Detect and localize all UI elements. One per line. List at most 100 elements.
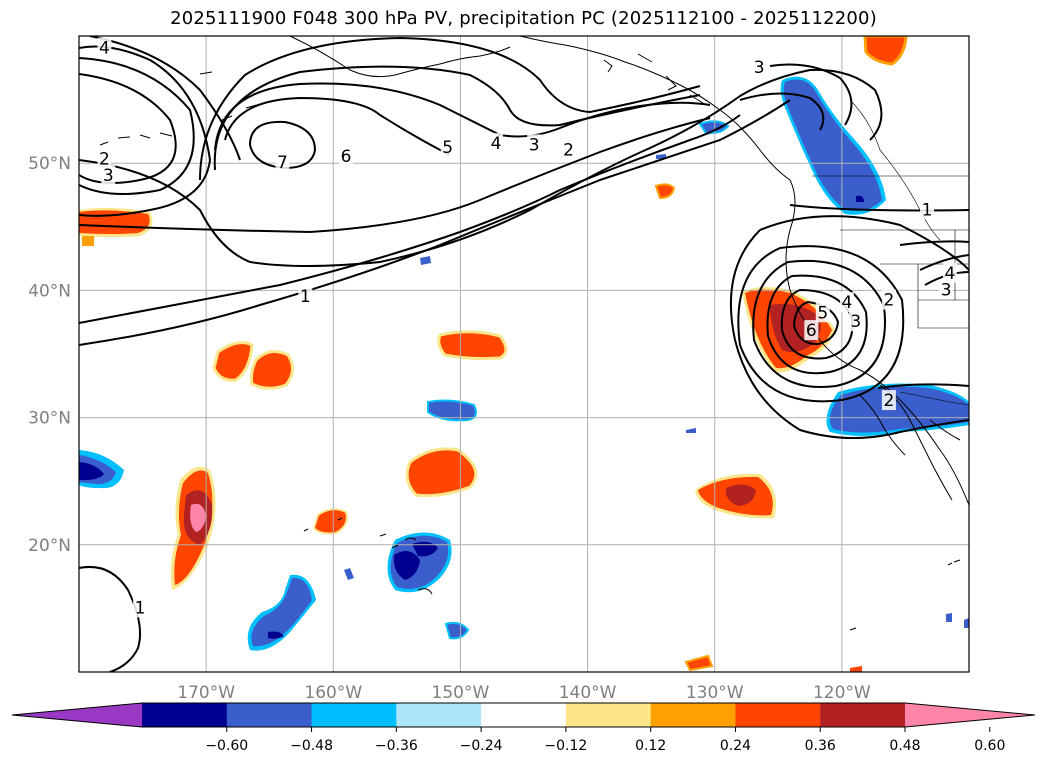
colorbar-tick-label: 0.36 bbox=[805, 738, 836, 754]
colorbar-segment bbox=[735, 703, 821, 727]
precip-area-negative bbox=[946, 613, 952, 622]
latitude-labels: 50°N 40°N 30°N 20°N bbox=[28, 154, 71, 556]
hawaii-islands bbox=[379, 533, 433, 595]
colorbar-outline bbox=[11, 702, 1036, 728]
contour-label-bg bbox=[881, 289, 896, 310]
pv-contour-1 bbox=[759, 215, 969, 271]
pv-contour bbox=[79, 45, 212, 217]
contour-label-bg bbox=[804, 320, 819, 341]
lon-tick-label: 160°W bbox=[304, 683, 362, 703]
contour-label-bg bbox=[815, 302, 830, 323]
lon-tick-label: 170°W bbox=[177, 683, 235, 703]
contour-label-bg bbox=[942, 262, 957, 283]
pv-contour-3 bbox=[752, 260, 886, 388]
contour-label-bg bbox=[527, 134, 542, 155]
colorbar-tick-label: 0.12 bbox=[635, 738, 666, 754]
colorbar-segment bbox=[820, 703, 906, 727]
pv-contour-3 bbox=[919, 254, 969, 271]
pv-contour-6 bbox=[792, 300, 840, 346]
colorbar-tick-label: −0.24 bbox=[460, 738, 503, 754]
pv-contour-label: 3 bbox=[529, 135, 540, 155]
pv-contour-label: 2 bbox=[883, 291, 894, 311]
state-border bbox=[840, 229, 969, 329]
colorbar-segment bbox=[565, 703, 652, 727]
colorbar-tick-label: −0.12 bbox=[544, 738, 587, 754]
pv-contour-6 bbox=[224, 96, 451, 156]
precip-area-negative bbox=[698, 120, 730, 135]
contour-label-bg bbox=[298, 285, 313, 306]
contour-label-bg bbox=[97, 148, 112, 169]
pv-contour-label: 5 bbox=[817, 303, 828, 323]
pv-contour-2 bbox=[877, 383, 969, 389]
contour-label-bg bbox=[101, 164, 116, 185]
pv-contour-1 bbox=[79, 566, 141, 672]
precip-area-positive bbox=[437, 330, 508, 361]
province-border bbox=[849, 99, 941, 241]
pv-contour bbox=[79, 57, 195, 195]
alaska-coast bbox=[289, 36, 441, 78]
pv-contour-3 bbox=[199, 36, 701, 181]
pv-contour-2 bbox=[739, 92, 825, 131]
pv-contour-2 bbox=[737, 245, 905, 403]
pv-contour-4 bbox=[766, 274, 868, 375]
pv-contour-label: 6 bbox=[806, 321, 817, 341]
pv-contour-1 bbox=[789, 204, 969, 212]
pv-contour-label: 4 bbox=[945, 264, 956, 284]
alaska-coast bbox=[439, 46, 511, 65]
precip-area-positive bbox=[212, 341, 254, 382]
lat-tick-label: 40°N bbox=[28, 281, 71, 301]
precip-area-positive bbox=[405, 447, 478, 498]
lon-tick-label: 150°W bbox=[432, 683, 490, 703]
pv-contour-1 bbox=[79, 99, 791, 346]
pv-contour-label: 3 bbox=[754, 58, 765, 78]
pv-contour-2 bbox=[899, 240, 969, 246]
pv-contour-4 bbox=[213, 65, 701, 171]
baja-coast bbox=[879, 384, 953, 501]
pv-contour-1 bbox=[79, 114, 741, 324]
pv-contour-label: 4 bbox=[99, 39, 110, 59]
precip-area-positive bbox=[695, 473, 777, 519]
colorbar-segment bbox=[396, 703, 482, 727]
pv-contour-label: 4 bbox=[491, 134, 502, 154]
precip-area-positive bbox=[250, 349, 294, 390]
pv-contour-label: 3 bbox=[103, 166, 114, 186]
pv-contour-label: 2 bbox=[883, 391, 894, 411]
pv-contours bbox=[79, 36, 969, 672]
lat-tick-label: 30°N bbox=[28, 409, 71, 429]
pv-contour-label: 3 bbox=[941, 280, 952, 300]
pv-contour-label: 5 bbox=[442, 138, 453, 158]
colorbar-segment bbox=[481, 703, 567, 727]
lon-tick-label: 130°W bbox=[686, 683, 744, 703]
colorbar: −0.60 −0.48 −0.36 −0.24 −0.12 0.12 0.24 0.36 0.4… bbox=[11, 702, 1036, 754]
precip-area-negative bbox=[387, 532, 452, 593]
colorbar-segment bbox=[650, 703, 736, 727]
precip-area-negative bbox=[780, 76, 886, 215]
pv-contour-1 bbox=[729, 229, 969, 440]
colorbar-extend-low bbox=[12, 703, 142, 727]
pv-contour-label: 7 bbox=[277, 153, 288, 173]
contour-label-bg bbox=[489, 133, 504, 154]
longitude-labels: 170°W 160°W 150°W 140°W 130°W 120°W bbox=[177, 683, 871, 703]
state-borders bbox=[812, 99, 969, 406]
precip-area-negative bbox=[420, 256, 431, 265]
contour-label-bg bbox=[752, 56, 767, 77]
precip-area-negative bbox=[79, 450, 124, 489]
precip-area-positive bbox=[170, 466, 216, 590]
alaska-islands bbox=[603, 53, 707, 106]
lon-tick-label: 120°W bbox=[813, 683, 871, 703]
colorbar-segment bbox=[311, 703, 397, 727]
contour-label-bg bbox=[839, 292, 854, 313]
pv-contour-label: 1 bbox=[922, 200, 933, 220]
pv-contour-label: 4 bbox=[842, 293, 853, 313]
colorbar-segment bbox=[226, 703, 313, 727]
pv-contour-label: 1 bbox=[300, 287, 311, 307]
contour-label-bg bbox=[848, 311, 863, 332]
baja-coast bbox=[859, 394, 906, 456]
pv-contour-3 bbox=[769, 63, 853, 126]
contour-label-bg bbox=[939, 279, 954, 300]
precip-area-negative bbox=[686, 428, 696, 433]
figure-title: 2025111900 F048 300 hPa PV, precipitatio… bbox=[170, 8, 877, 29]
